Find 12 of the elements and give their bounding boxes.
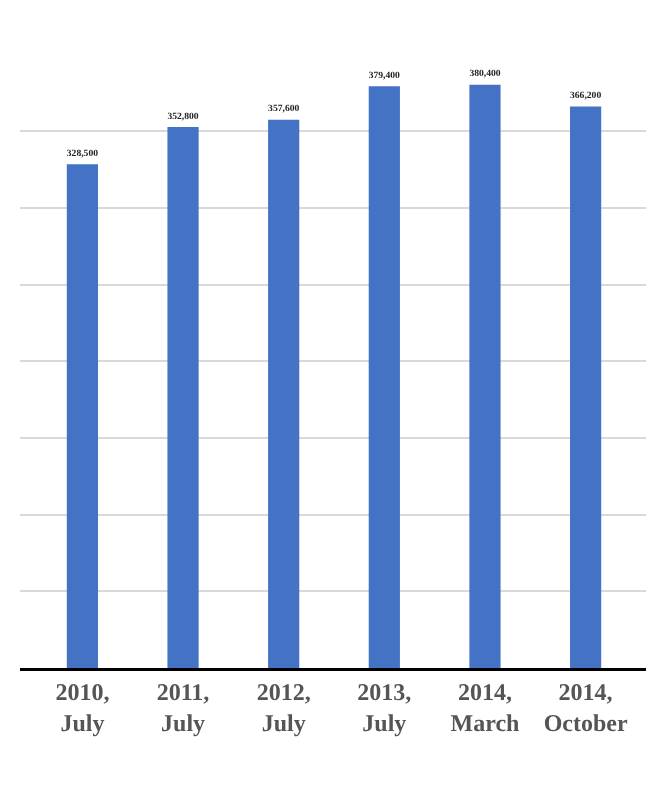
x-tick-label: 2013, July [357,677,412,737]
bar [268,119,300,668]
x-tick-label: 2014, October [543,677,629,737]
bar [66,164,98,668]
bar [469,84,501,668]
bar [570,106,602,668]
x-tick-label: 2014, March [450,677,521,737]
bar [368,86,400,668]
x-tick-label: 2012, July [256,677,311,737]
x-tick-label: 2011, July [156,677,210,737]
x-tick-label: 2010, July [55,677,110,737]
bar [167,127,199,668]
